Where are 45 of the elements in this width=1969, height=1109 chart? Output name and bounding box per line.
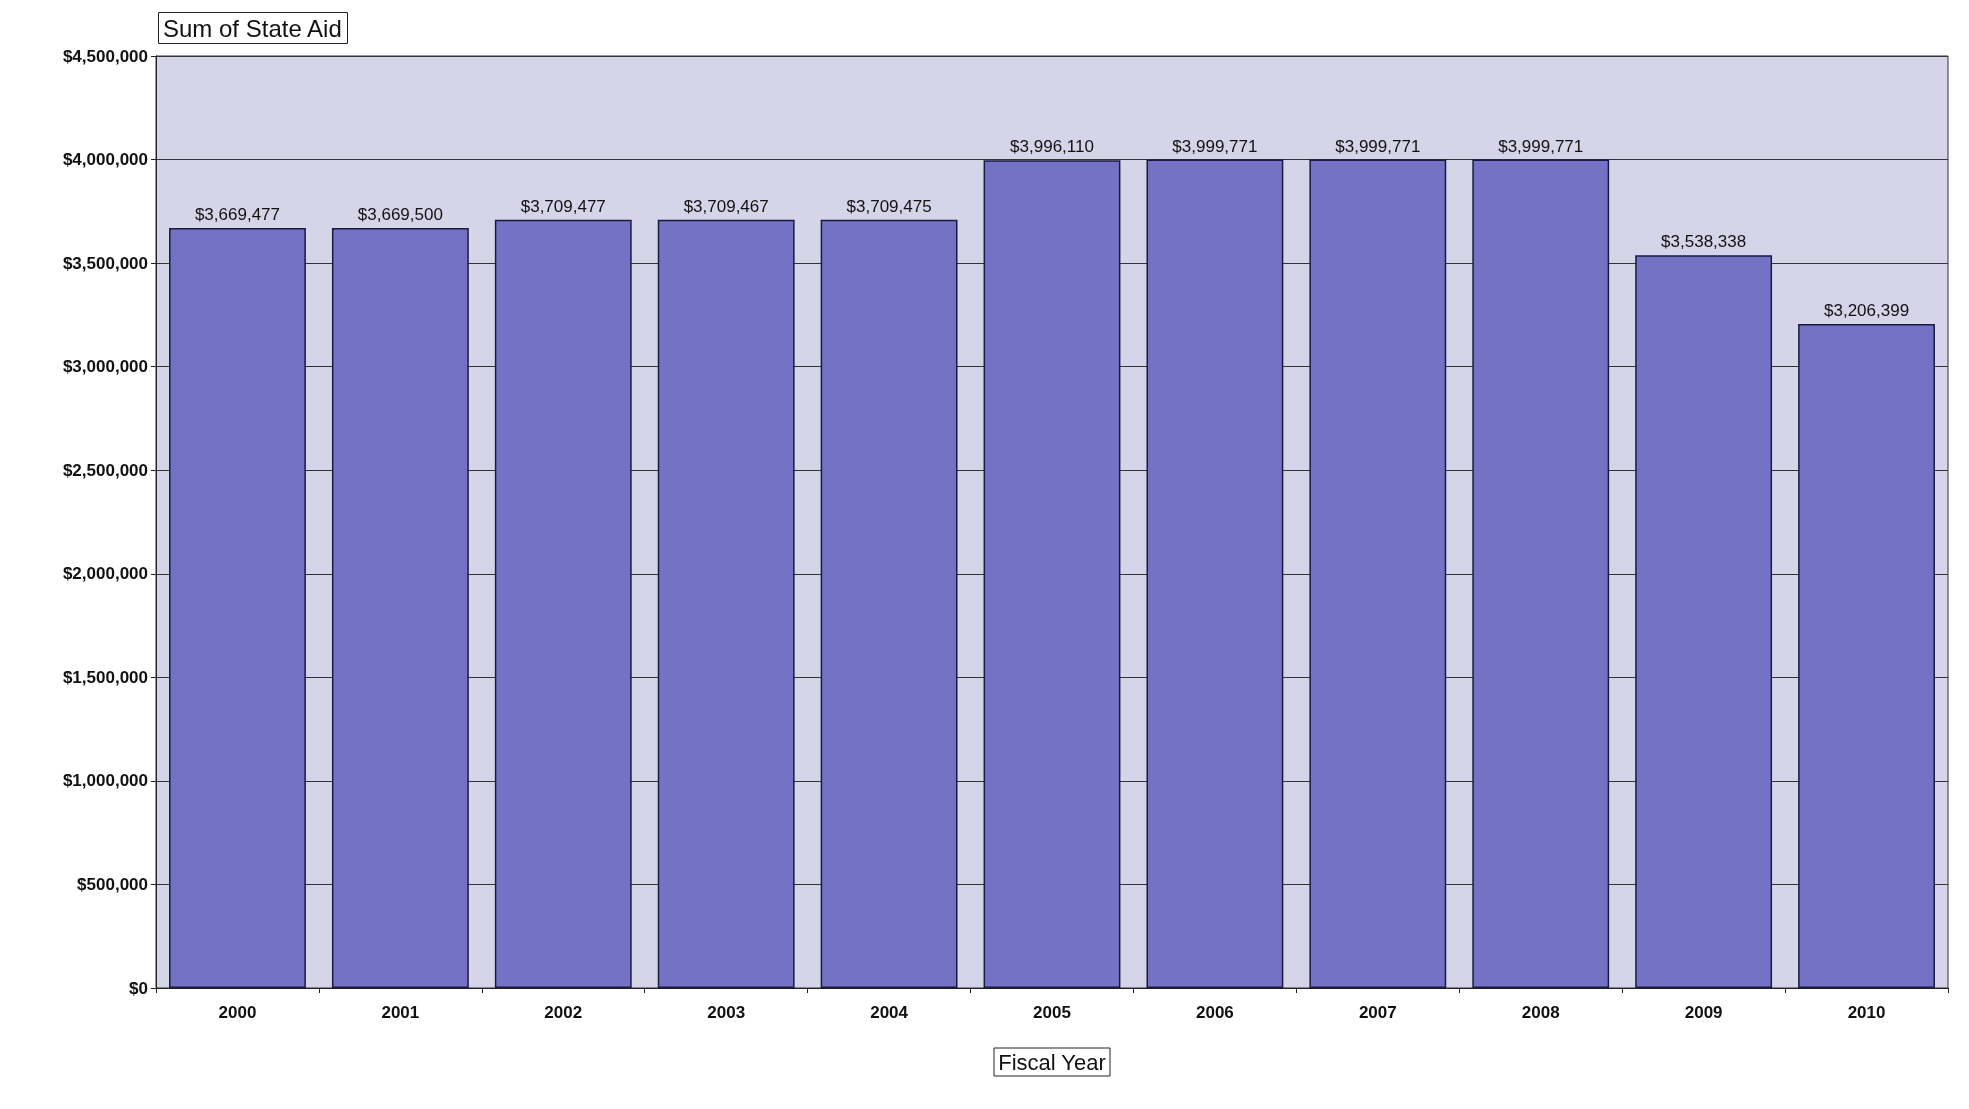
data-label: $3,206,399 bbox=[1824, 300, 1910, 320]
data-label: $3,709,475 bbox=[846, 196, 932, 216]
bar bbox=[331, 228, 469, 988]
data-label: $3,999,771 bbox=[1498, 136, 1584, 156]
y-tick-label: $500,000 bbox=[77, 874, 148, 894]
x-tick-label: 2006 bbox=[1195, 1003, 1234, 1022]
chart-title: Sum of State Aid bbox=[163, 14, 342, 42]
y-tick-label: $1,500,000 bbox=[62, 667, 148, 687]
x-axis-title: Fiscal Year bbox=[998, 1049, 1106, 1075]
data-label: $3,709,467 bbox=[683, 196, 769, 216]
y-tick-label: $1,000,000 bbox=[62, 771, 148, 791]
x-tick-label: 2003 bbox=[707, 1003, 746, 1022]
bar bbox=[1798, 323, 1935, 988]
bar bbox=[820, 219, 958, 988]
y-tick-label: $2,000,000 bbox=[62, 564, 148, 584]
bar bbox=[169, 228, 306, 988]
y-tick-label: $2,500,000 bbox=[62, 460, 148, 480]
y-tick-label: $4,000,000 bbox=[62, 150, 148, 170]
bar bbox=[657, 219, 795, 988]
bar bbox=[1146, 159, 1284, 988]
x-tick-label: 2002 bbox=[544, 1003, 583, 1022]
data-label: $3,999,771 bbox=[1172, 136, 1258, 156]
y-tick-label: $3,000,000 bbox=[62, 357, 148, 377]
bar bbox=[1309, 159, 1447, 988]
data-label: $3,999,771 bbox=[1335, 136, 1421, 156]
data-label: $3,709,477 bbox=[520, 196, 606, 216]
bar bbox=[1472, 159, 1610, 988]
bar bbox=[494, 219, 632, 988]
x-tick-label: 2007 bbox=[1358, 1003, 1397, 1022]
data-label: $3,996,110 bbox=[1010, 137, 1094, 157]
x-tick-label: 2008 bbox=[1521, 1003, 1560, 1022]
x-tick-label: 2010 bbox=[1847, 1003, 1886, 1022]
data-label: $3,669,477 bbox=[194, 205, 280, 225]
x-tick-label: 2004 bbox=[870, 1003, 909, 1022]
bar bbox=[983, 160, 1121, 988]
x-tick-label: 2001 bbox=[381, 1003, 420, 1022]
data-label: $3,669,500 bbox=[357, 205, 443, 225]
bar bbox=[1635, 255, 1773, 988]
x-tick-label: 2005 bbox=[1033, 1003, 1071, 1022]
x-tick-label: 2000 bbox=[218, 1003, 257, 1022]
y-tick-label: $4,500,000 bbox=[62, 46, 148, 66]
y-tick-label: $3,500,000 bbox=[62, 253, 148, 273]
data-label: $3,538,338 bbox=[1661, 232, 1747, 252]
y-tick-label: $0 bbox=[129, 978, 148, 998]
x-tick-label: 2009 bbox=[1684, 1003, 1723, 1022]
